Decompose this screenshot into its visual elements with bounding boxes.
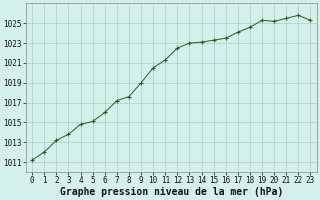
X-axis label: Graphe pression niveau de la mer (hPa): Graphe pression niveau de la mer (hPa) — [60, 186, 283, 197]
